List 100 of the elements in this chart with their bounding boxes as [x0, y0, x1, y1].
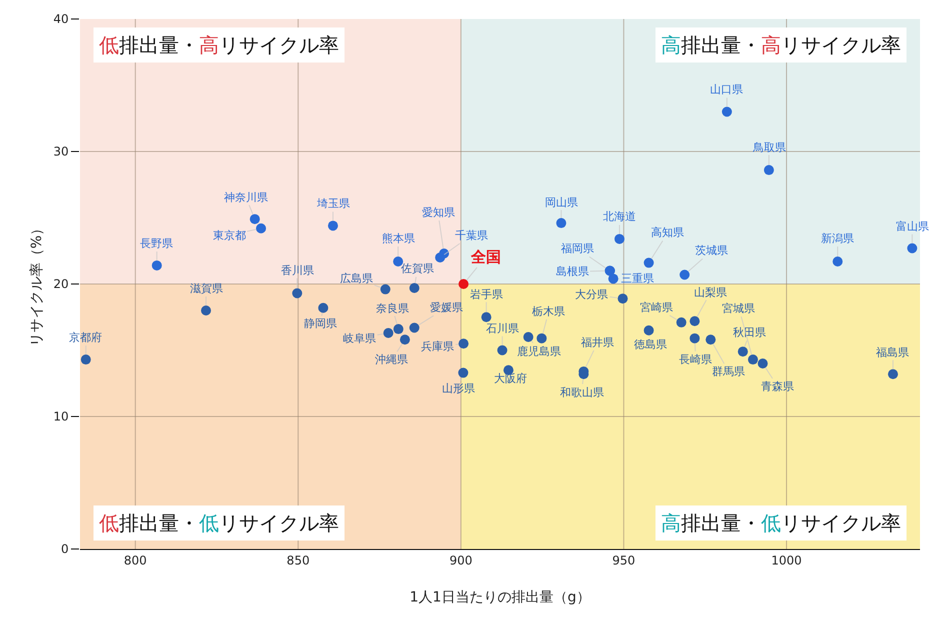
annotation: 静岡県 — [304, 317, 337, 330]
annotation: 富山県 — [896, 220, 929, 233]
annotation: 滋賀県 — [190, 282, 223, 295]
point — [380, 284, 390, 294]
point — [409, 282, 420, 293]
annotation: 島根県 — [556, 265, 589, 278]
point — [523, 332, 534, 342]
point — [690, 333, 700, 344]
annotation: 佐賀県 — [401, 262, 434, 275]
point — [738, 346, 748, 357]
point — [907, 243, 918, 254]
point — [383, 328, 394, 338]
x-tick-label: 1000 — [771, 553, 802, 568]
point — [292, 288, 302, 298]
y-axis-title: リサイクル率（%） — [28, 221, 45, 347]
annotation: 千葉県 — [455, 229, 488, 242]
annotation: 新潟県 — [821, 232, 854, 245]
point — [748, 354, 758, 365]
point — [497, 345, 508, 356]
point — [706, 334, 716, 345]
point — [400, 334, 410, 345]
band-label: 低排出量・低リサイクル率 — [99, 511, 339, 535]
annotation: 山口県 — [710, 83, 743, 96]
y-tick-label: 0 — [60, 542, 69, 556]
annotation: 長野県 — [140, 237, 173, 250]
annotation: 福岡県 — [561, 242, 594, 255]
x-axis-title: 1人1日当たりの排出量（g） — [410, 590, 590, 606]
annotation: 茨城県 — [695, 244, 728, 257]
annotation: 沖縄県 — [375, 353, 408, 366]
annotation: 全国 — [470, 248, 501, 266]
point — [676, 317, 686, 328]
point — [680, 270, 690, 280]
annotation: 岩手県 — [470, 288, 503, 301]
annotation: 岐阜県 — [343, 332, 376, 345]
point — [536, 333, 547, 344]
x-tick-label: 900 — [449, 553, 472, 568]
annotation: 熊本県 — [382, 232, 415, 245]
annotation: 高知県 — [651, 226, 684, 239]
point — [409, 322, 420, 333]
annotation: 広島県 — [340, 272, 373, 285]
annotation: 秋田県 — [733, 326, 766, 339]
band-label: 低排出量・高リサイクル率 — [99, 33, 339, 57]
annotation: 三重県 — [621, 272, 654, 285]
annotation: 徳島県 — [634, 338, 667, 351]
band-label: 高排出量・高リサイクル率 — [661, 33, 901, 57]
point — [832, 256, 843, 266]
annotation: 福井県 — [581, 336, 614, 349]
annotation: 群馬県 — [712, 365, 745, 378]
point — [458, 338, 469, 349]
annotation: 山梨県 — [694, 286, 727, 299]
annotation: 和歌山県 — [560, 386, 604, 399]
point — [328, 220, 338, 231]
point — [152, 260, 162, 270]
y-tick-label: 30 — [53, 144, 69, 159]
annotation: 宮崎県 — [640, 301, 673, 314]
annotation: 大分県 — [575, 288, 608, 301]
annotation: 青森県 — [761, 380, 794, 393]
annotation: 福島県 — [876, 346, 909, 359]
point — [458, 279, 469, 289]
point — [888, 369, 898, 380]
point — [481, 312, 492, 322]
point — [318, 302, 328, 313]
annotation: 兵庫県 — [421, 340, 454, 353]
y-tick-label: 10 — [53, 410, 69, 424]
y-tick-label: 20 — [53, 277, 69, 292]
annotation: 埼玉県 — [316, 197, 350, 210]
point — [644, 258, 654, 268]
point — [435, 252, 446, 262]
point — [458, 368, 468, 378]
annotation: 岡山県 — [545, 196, 578, 209]
point — [556, 218, 566, 228]
point — [614, 234, 624, 244]
y-tick-label: 40 — [53, 12, 69, 26]
band-label: 高排出量・低リサイクル率 — [661, 511, 901, 535]
annotation: 北海道 — [603, 210, 636, 223]
x-tick-label: 950 — [612, 553, 636, 568]
annotation: 宮城県 — [722, 302, 755, 315]
annotation: 京都府 — [69, 331, 102, 344]
annotation: 鳥取県 — [752, 141, 786, 154]
annotation: 香川県 — [281, 264, 314, 277]
annotation: 奈良県 — [376, 302, 409, 315]
point — [758, 358, 768, 368]
annotation: 山形県 — [442, 382, 475, 395]
point — [644, 325, 654, 336]
annotation: 愛媛県 — [430, 301, 463, 314]
point — [764, 165, 774, 176]
annotation: 長崎県 — [679, 353, 712, 366]
annotation: 愛知県 — [422, 206, 455, 219]
point — [201, 306, 211, 316]
annotation: 鹿児島県 — [517, 345, 561, 358]
annotation: 神奈川県 — [224, 191, 268, 204]
point — [256, 223, 266, 234]
point — [618, 294, 628, 304]
x-tick-label: 800 — [124, 553, 147, 568]
annotation: 東京都 — [213, 229, 246, 242]
point — [80, 354, 91, 365]
point — [608, 274, 618, 284]
point — [250, 214, 260, 224]
x-tick-label: 850 — [286, 553, 310, 568]
point — [690, 316, 700, 326]
